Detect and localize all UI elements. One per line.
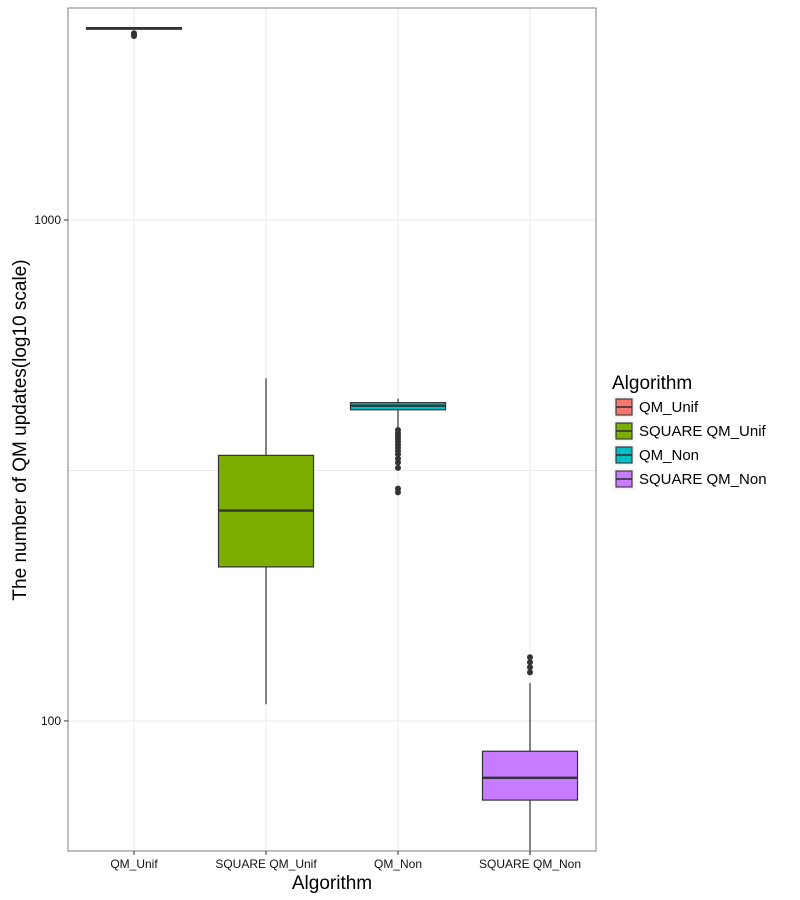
y-tick-label: 100 [41, 714, 61, 728]
x-tick-label: SQUARE QM_Unif [215, 857, 317, 871]
legend-entry: QM_Non [612, 443, 699, 467]
x-tick-label: SQUARE QM_Non [479, 857, 581, 871]
y-tick-label: 1000 [34, 213, 61, 227]
legend-label: QM_Unif [639, 399, 699, 416]
box-qm-non [349, 398, 447, 496]
boxes [85, 27, 579, 855]
legend: Algorithm QM_Unif SQUARE QM_Unif QM_Non SQU… [612, 373, 767, 491]
outlier-point [395, 459, 401, 466]
outlier-point [527, 659, 533, 666]
outlier-point [395, 464, 401, 471]
outlier-point [527, 664, 533, 671]
outlier-point [395, 451, 401, 458]
plot-background [68, 8, 596, 851]
x-tick-label: QM_Non [374, 857, 422, 871]
box-qm-unif [85, 27, 183, 39]
x-tick-label: QM_Unif [110, 857, 158, 871]
y-axis-ticks: 100 1000 [34, 213, 68, 728]
y-axis-title: The number of QM updates(log10 scale) [10, 259, 31, 600]
box-square-qm-non [481, 654, 579, 855]
outlier-point [527, 654, 533, 661]
legend-entry: SQUARE QM_Unif [612, 419, 767, 443]
box-iqr [481, 750, 579, 801]
legend-title: Algorithm [612, 373, 692, 394]
outlier-point [131, 32, 137, 39]
legend-label: QM_Non [639, 447, 699, 464]
x-axis-title: Algorithm [292, 873, 372, 894]
legend-entry: SQUARE QM_Non [612, 467, 767, 491]
legend-entry: QM_Unif [612, 395, 699, 419]
outlier-point [395, 489, 401, 496]
x-axis-ticks: QM_Unif SQUARE QM_Unif QM_Non SQUARE QM_Non [110, 851, 581, 871]
outlier-point [527, 669, 533, 676]
box-square-qm-unif [217, 378, 315, 705]
legend-label: SQUARE QM_Unif [639, 423, 767, 440]
plot-border [67, 7, 597, 852]
legend-label: SQUARE QM_Non [639, 471, 767, 488]
